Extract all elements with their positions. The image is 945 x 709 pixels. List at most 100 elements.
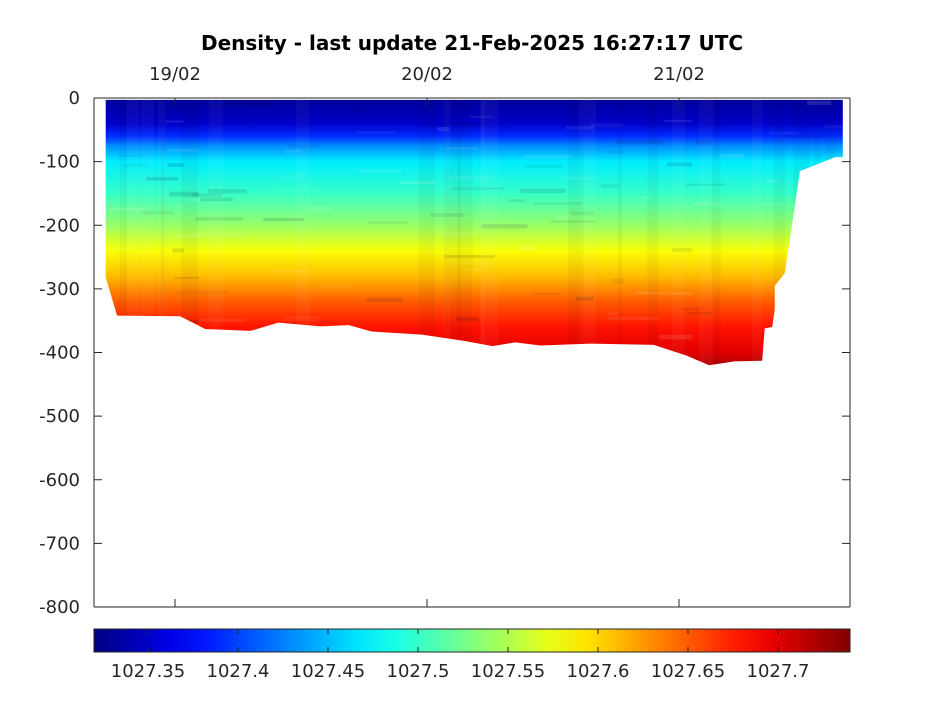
density-streak: [429, 213, 464, 217]
density-streak: [165, 120, 184, 123]
density-streak: [564, 176, 595, 180]
colorbar-tick-label: 1027.5: [387, 661, 450, 682]
y-tick-label: -600: [39, 470, 80, 491]
density-streak: [200, 197, 233, 202]
y-tick-label: -300: [39, 279, 80, 300]
density-streak: [167, 163, 184, 167]
density-streak: [283, 149, 301, 153]
colorbar-tick-label: 1027.6: [567, 661, 630, 682]
density-streak: [615, 140, 665, 145]
density-streak: [666, 162, 693, 167]
density-column-shade: [617, 99, 623, 366]
density-streak: [105, 246, 135, 251]
density-streak: [695, 140, 712, 145]
density-column-shade: [647, 99, 659, 366]
x-tick-label: 21/02: [653, 64, 705, 85]
density-column-shade: [443, 99, 451, 366]
density-streak: [170, 205, 184, 209]
density-streak: [318, 285, 353, 289]
density-streak: [823, 124, 843, 129]
colorbar: 1027.35 1027.4 1027.45 1027.5 1027.55 1027.6 1…: [93, 628, 851, 682]
density-streak: [166, 148, 199, 153]
density-streak: [123, 163, 146, 168]
colorbar-tick-label: 1027.65: [651, 661, 725, 682]
density-streak: [533, 202, 582, 205]
density-field: [105, 99, 843, 366]
density-streak: [452, 260, 494, 265]
density-streak: [277, 173, 305, 178]
density-streak: [169, 191, 199, 197]
density-streak: [532, 292, 562, 295]
density-streak: [669, 205, 693, 208]
density-streak: [288, 144, 321, 149]
density-streak: [451, 187, 505, 190]
density-streak: [518, 246, 537, 251]
density-streak: [263, 218, 305, 221]
density-column-shade: [752, 99, 762, 366]
density-column-shade: [773, 99, 786, 366]
density-streak: [207, 189, 247, 194]
density-streak: [685, 183, 726, 186]
density-streak: [469, 115, 493, 118]
density-streak: [437, 231, 460, 236]
density-streak: [519, 188, 566, 194]
density-streak: [193, 233, 247, 237]
density-streak: [429, 122, 484, 127]
density-streak: [612, 278, 624, 284]
density-column-shade: [295, 99, 310, 366]
density-column-shade: [126, 99, 139, 366]
density-streak: [718, 153, 744, 159]
density-streak: [770, 131, 799, 135]
density-column-shade: [208, 99, 224, 366]
density-column-shade: [711, 99, 721, 366]
density-streak: [525, 164, 562, 169]
density-streak: [142, 210, 174, 215]
density-streak: [601, 184, 619, 188]
axes: 0 -100 -200 -300 -400 -500 -600 -700 -800 19/02 20…: [39, 64, 851, 618]
y-tick-label: 0: [69, 88, 80, 109]
density-streak: [203, 103, 247, 108]
density-streak: [444, 255, 495, 259]
density-streak: [451, 232, 479, 236]
density-column-shade: [140, 99, 154, 366]
chart-title: Density - last update 21-Feb-2025 16:27:…: [201, 31, 743, 55]
density-column-shade: [672, 99, 685, 366]
density-streak: [271, 269, 310, 273]
y-tick-label: -700: [39, 533, 80, 554]
density-streak: [192, 193, 223, 197]
density-streak: [456, 317, 479, 321]
density-streak: [565, 125, 594, 130]
density-streak: [604, 150, 624, 154]
density-streak: [367, 221, 408, 224]
colorbar-ramp: [93, 628, 851, 653]
density-streak: [146, 177, 179, 181]
density-streak: [308, 205, 333, 211]
density-streak: [555, 215, 570, 219]
density-streak: [523, 154, 571, 159]
colorbar-tick-label: 1027.4: [207, 661, 270, 682]
density-streak: [172, 248, 184, 253]
density-streak: [117, 154, 141, 157]
density-streak: [825, 153, 841, 158]
density-streak: [171, 234, 199, 238]
density-gradient: [105, 99, 843, 366]
density-column-shade: [160, 99, 165, 366]
density-streak: [681, 307, 701, 311]
colorbar-tick-label: 1027.55: [471, 661, 545, 682]
colorbar-tick-label: 1027.35: [111, 661, 185, 682]
density-streak: [807, 100, 832, 106]
density-column-shade: [181, 99, 199, 366]
density-streak: [198, 318, 247, 323]
x-tick-label: 20/02: [401, 64, 453, 85]
density-streak: [570, 211, 594, 215]
density-streak: [448, 175, 494, 180]
density-streak: [634, 291, 657, 294]
density-streak: [688, 312, 712, 315]
density-streak: [481, 224, 528, 229]
density-streak: [446, 147, 479, 150]
density-streak: [590, 123, 623, 127]
density-streak: [164, 106, 199, 111]
density-column-shade: [457, 99, 473, 366]
density-streak: [348, 108, 362, 112]
